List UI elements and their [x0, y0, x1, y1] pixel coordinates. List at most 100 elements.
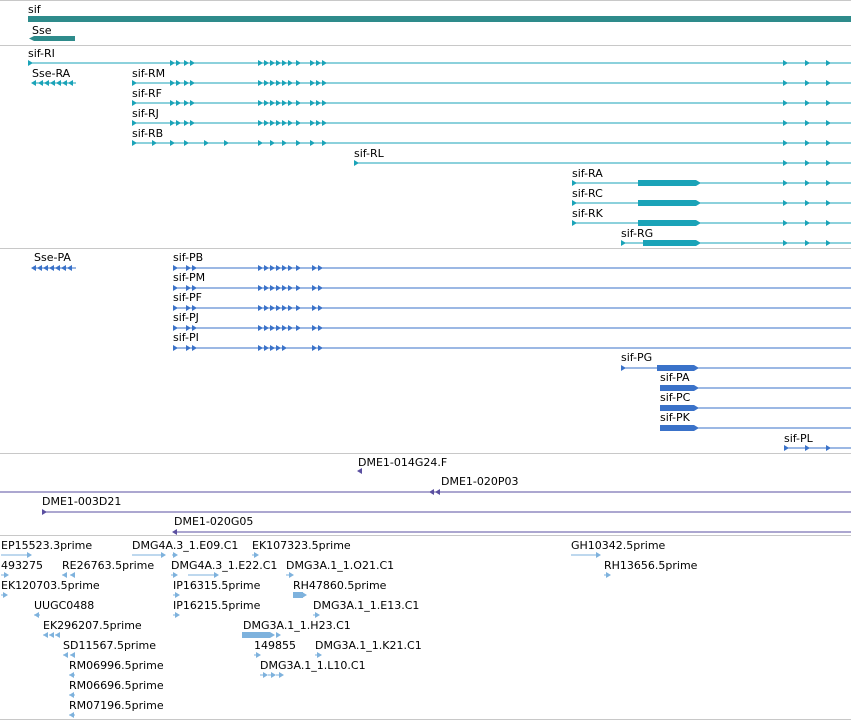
strand-arrow — [826, 240, 831, 246]
protein-label[interactable]: sif-PA — [660, 371, 690, 384]
transcript-label[interactable]: sif-RA — [572, 167, 603, 180]
feature-block — [660, 385, 694, 391]
strand-arrow — [316, 80, 321, 86]
strand-arrow — [264, 100, 269, 106]
est-label[interactable]: RM07196.5prime — [69, 699, 164, 712]
est-label[interactable]: 149855 — [254, 639, 296, 652]
strand-arrow — [805, 180, 810, 186]
protein-label[interactable]: sif-PF — [173, 291, 202, 304]
protein-glyphs[interactable] — [31, 265, 851, 451]
strand-arrow — [214, 572, 219, 578]
est-label[interactable]: EP15523.3prime — [1, 539, 93, 552]
transcript-label[interactable]: sif-RF — [132, 87, 162, 100]
strand-arrow — [176, 120, 181, 126]
strand-arrow — [69, 712, 74, 718]
clone-label[interactable]: DME1-020P03 — [441, 475, 519, 488]
est-label[interactable]: SD11567.5prime — [63, 639, 156, 652]
protein-label[interactable]: sif-PB — [173, 251, 204, 264]
protein-label[interactable]: sif-PL — [784, 432, 813, 445]
strand-arrow — [27, 552, 32, 558]
strand-arrow — [69, 692, 74, 698]
track-separator — [0, 0, 851, 1]
transcript-glyphs[interactable] — [28, 60, 851, 246]
est-label[interactable]: RH47860.5prime — [293, 579, 387, 592]
est-label[interactable]: EK120703.5prime — [1, 579, 100, 592]
clone-label[interactable]: DME1-020G05 — [174, 515, 254, 528]
est-label[interactable]: RM06996.5prime — [69, 659, 164, 672]
transcript-label[interactable]: sif-RK — [572, 207, 603, 220]
strand-arrow — [69, 672, 74, 678]
clone-label[interactable]: DME1-003D21 — [42, 495, 122, 508]
clone-glyphs[interactable] — [0, 468, 851, 535]
strand-arrow — [264, 60, 269, 66]
est-label[interactable]: EK107323.5prime — [252, 539, 351, 552]
feature-block — [657, 365, 694, 371]
strand-arrow — [256, 652, 261, 658]
strand-arrow — [322, 60, 327, 66]
est-label[interactable]: DMG3A.1_1.K21.C1 — [315, 639, 422, 652]
strand-arrow — [55, 632, 60, 638]
strand-arrow — [429, 489, 434, 495]
transcript-label[interactable]: sif-RM — [132, 67, 166, 80]
strand-arrow — [826, 80, 831, 86]
est-label[interactable]: IP16215.5prime — [173, 599, 261, 612]
strand-arrow — [170, 60, 175, 66]
strand-arrow — [276, 345, 281, 351]
strand-arrow — [288, 265, 293, 271]
transcript-label[interactable]: sif-RG — [621, 227, 654, 240]
protein-label[interactable]: sif-PM — [173, 271, 206, 284]
transcript-label[interactable]: Sse-RA — [32, 67, 71, 80]
strand-arrow — [132, 100, 137, 106]
gene-glyphs[interactable] — [28, 16, 851, 41]
strand-arrow — [289, 572, 294, 578]
protein-label[interactable]: sif-PK — [660, 411, 690, 424]
est-label[interactable]: EK296207.5prime — [43, 619, 142, 632]
transcript-label[interactable]: sif-RB — [132, 127, 164, 140]
est-label[interactable]: DMG3A.1_1.E13.C1 — [313, 599, 420, 612]
feature-block — [660, 405, 694, 411]
est-label[interactable]: DMG3A.1_1.O21.C1 — [286, 559, 395, 572]
est-label[interactable]: DMG4A.3_1.E09.C1 — [132, 539, 239, 552]
protein-label[interactable]: sif-PJ — [173, 311, 199, 324]
strand-arrow — [38, 80, 43, 86]
gene-label-sif[interactable]: sif — [28, 3, 41, 16]
est-label[interactable]: 493275 — [1, 559, 43, 572]
est-glyphs[interactable] — [1, 552, 611, 718]
transcript-label[interactable]: sif-RL — [354, 147, 384, 160]
gene-label-sse[interactable]: Sse — [32, 24, 52, 37]
transcript-label[interactable]: sif-RI — [28, 47, 55, 60]
strand-arrow — [224, 140, 229, 146]
strand-arrow — [316, 100, 321, 106]
est-label[interactable]: DMG3A.1_1.L10.C1 — [260, 659, 366, 672]
est-label[interactable]: UUGC0488 — [34, 599, 95, 612]
strand-arrow — [173, 572, 178, 578]
strand-arrow — [312, 345, 317, 351]
strand-arrow — [596, 552, 601, 558]
clone-label[interactable]: DME1-014G24.F — [358, 456, 448, 469]
track-separator — [0, 453, 851, 454]
est-label[interactable]: RH13656.5prime — [604, 559, 698, 572]
strand-arrow — [282, 285, 287, 291]
strand-arrow — [175, 612, 180, 618]
strand-arrow — [264, 305, 269, 311]
transcript-label[interactable]: sif-RC — [572, 187, 603, 200]
strand-arrow — [318, 285, 323, 291]
protein-label[interactable]: sif-PI — [173, 331, 199, 344]
est-label[interactable]: DMG3A.1_1.H23.C1 — [243, 619, 351, 632]
protein-label[interactable]: Sse-PA — [34, 251, 71, 264]
transcript-label[interactable]: sif-RJ — [132, 107, 159, 120]
strand-arrow — [296, 80, 301, 86]
track-separator — [0, 535, 851, 536]
protein-label[interactable]: sif-PG — [621, 351, 653, 364]
strand-arrow — [317, 652, 322, 658]
strand-arrow — [805, 100, 810, 106]
est-label[interactable]: RE26763.5prime — [62, 559, 155, 572]
protein-label[interactable]: sif-PC — [660, 391, 691, 404]
est-label[interactable]: RM06696.5prime — [69, 679, 164, 692]
strand-arrow — [173, 265, 178, 271]
est-label[interactable]: IP16315.5prime — [173, 579, 261, 592]
strand-arrow — [62, 80, 67, 86]
est-label[interactable]: DMG4A.3_1.E22.C1 — [171, 559, 278, 572]
est-label[interactable]: GH10342.5prime — [571, 539, 666, 552]
strand-arrow — [270, 265, 275, 271]
